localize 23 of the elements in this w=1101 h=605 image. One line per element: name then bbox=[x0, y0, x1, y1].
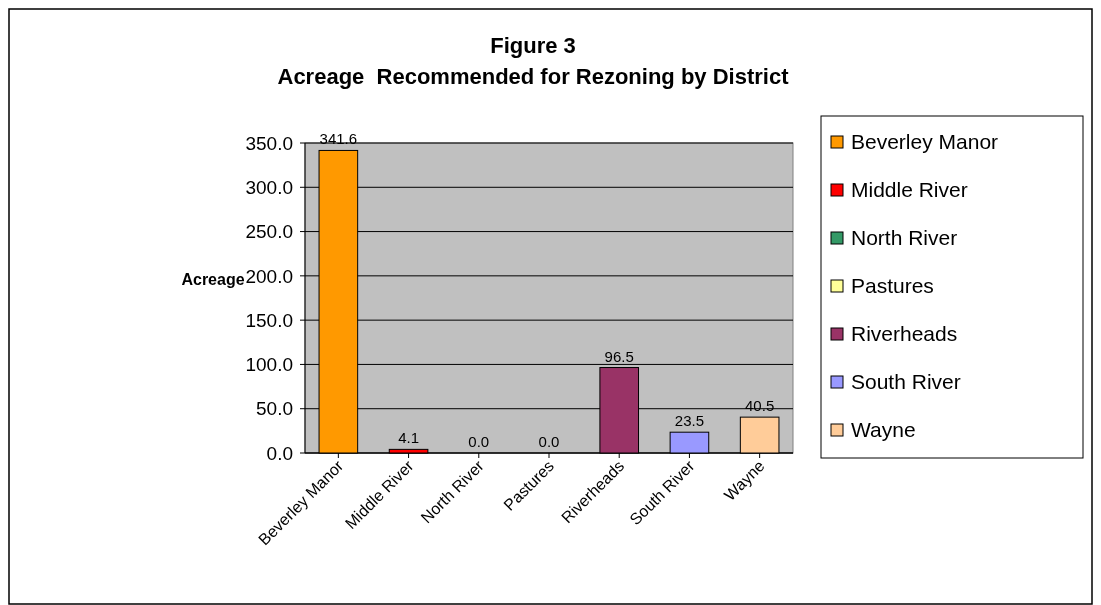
legend-label: Middle River bbox=[851, 178, 968, 202]
y-tick-label: 0.0 bbox=[266, 442, 293, 464]
legend-label: Riverheads bbox=[851, 322, 958, 346]
data-label: 23.5 bbox=[674, 412, 705, 430]
y-axis-title: Acreage bbox=[181, 271, 245, 288]
data-label: 0.0 bbox=[538, 433, 560, 450]
legend-label: North River bbox=[851, 226, 958, 250]
data-label: 96.5 bbox=[604, 347, 634, 365]
y-tick-label: 200.0 bbox=[245, 265, 293, 287]
y-tick-label: 300.0 bbox=[245, 176, 293, 198]
y-tick-label: 150.0 bbox=[245, 309, 293, 331]
legend-label: South River bbox=[851, 370, 961, 394]
legend-label: Pastures bbox=[851, 274, 934, 298]
y-tick-label: 350.0 bbox=[245, 132, 293, 154]
chart-subtitle: Acreage Recommended for Rezoning by District bbox=[277, 64, 790, 89]
y-tick-label: 100.0 bbox=[245, 354, 293, 376]
data-label: 4.1 bbox=[398, 429, 419, 447]
data-label: 0.0 bbox=[468, 433, 490, 450]
chart-title: Figure 3 bbox=[490, 33, 576, 58]
y-tick-label: 50.0 bbox=[256, 398, 293, 420]
y-tick-label: 250.0 bbox=[245, 221, 293, 243]
legend-label: Beverley Manor bbox=[851, 130, 999, 154]
legend-label: Wayne bbox=[851, 418, 916, 442]
